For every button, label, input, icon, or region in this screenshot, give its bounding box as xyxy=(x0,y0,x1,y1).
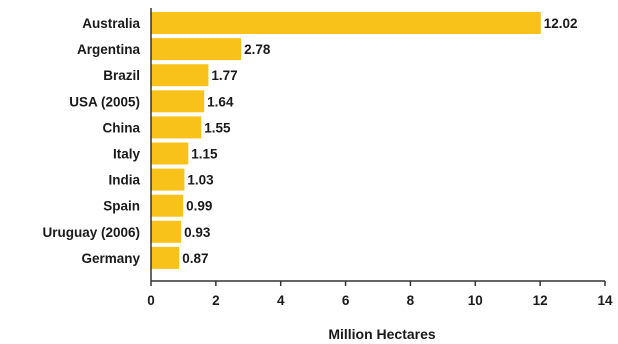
bars-group xyxy=(151,12,541,269)
category-labels: Australia Argentina Brazil USA (2005) China I… xyxy=(42,16,140,266)
category-label: India xyxy=(108,173,140,188)
value-label: 2.78 xyxy=(244,42,271,57)
bar xyxy=(151,168,185,191)
x-tick-label: 10 xyxy=(468,293,483,308)
value-labels: 12.02 2.78 1.77 1.64 1.55 1.15 1.03 0.99 0.93 0.8… xyxy=(182,16,577,266)
category-label: Australia xyxy=(82,16,140,31)
category-label: Italy xyxy=(113,147,141,162)
x-axis-ticks: 0 2 4 6 8 10 12 14 xyxy=(147,281,613,308)
value-label: 1.64 xyxy=(207,94,234,109)
value-label: 0.93 xyxy=(184,225,211,240)
bar xyxy=(151,220,182,243)
x-tick-label: 0 xyxy=(147,293,155,308)
x-tick-label: 8 xyxy=(407,293,415,308)
value-label: 1.55 xyxy=(204,120,231,135)
x-tick-label: 12 xyxy=(533,293,548,308)
bar xyxy=(151,246,180,269)
bar xyxy=(151,194,184,217)
bar xyxy=(151,12,541,34)
value-label: 12.02 xyxy=(544,16,578,31)
value-label: 0.87 xyxy=(182,251,208,266)
bar xyxy=(151,116,202,139)
x-tick-label: 14 xyxy=(597,293,613,308)
bar xyxy=(151,90,205,113)
value-label: 1.03 xyxy=(187,173,214,188)
bar xyxy=(151,142,189,165)
value-label: 0.99 xyxy=(186,199,212,214)
category-label: USA (2005) xyxy=(69,94,140,109)
bar xyxy=(151,38,242,61)
category-label: Uruguay (2006) xyxy=(42,225,140,240)
category-label: Spain xyxy=(103,199,140,214)
x-tick-label: 6 xyxy=(342,293,350,308)
bar xyxy=(151,64,209,87)
x-tick-label: 2 xyxy=(212,293,220,308)
x-tick-label: 4 xyxy=(277,293,285,308)
value-label: 1.77 xyxy=(211,68,237,83)
value-label: 1.15 xyxy=(191,147,218,162)
category-label: Argentina xyxy=(77,42,140,57)
x-axis-title: Million Hectares xyxy=(328,326,436,342)
category-label: Germany xyxy=(81,251,140,266)
category-label: China xyxy=(102,120,140,135)
category-label: Brazil xyxy=(103,68,140,83)
